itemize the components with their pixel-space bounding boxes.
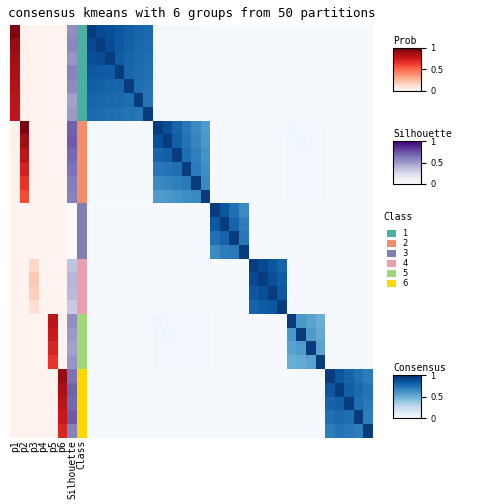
- X-axis label: p2: p2: [20, 440, 29, 452]
- Legend: 1, 2, 3, 4, 5, 6: 1, 2, 3, 4, 5, 6: [387, 229, 408, 288]
- X-axis label: p5: p5: [48, 440, 58, 452]
- X-axis label: Class: Class: [77, 440, 87, 469]
- X-axis label: p1: p1: [10, 440, 20, 452]
- Text: Consensus: Consensus: [393, 363, 446, 373]
- Text: Prob: Prob: [393, 36, 417, 46]
- Text: consensus kmeans with 6 groups from 50 partitions: consensus kmeans with 6 groups from 50 p…: [8, 7, 375, 20]
- Text: Silhouette: Silhouette: [393, 129, 452, 139]
- X-axis label: p3: p3: [29, 440, 39, 452]
- X-axis label: p4: p4: [38, 440, 48, 452]
- X-axis label: p6: p6: [57, 440, 68, 452]
- X-axis label: Silhouette: Silhouette: [67, 440, 77, 498]
- Text: Class: Class: [383, 212, 412, 222]
